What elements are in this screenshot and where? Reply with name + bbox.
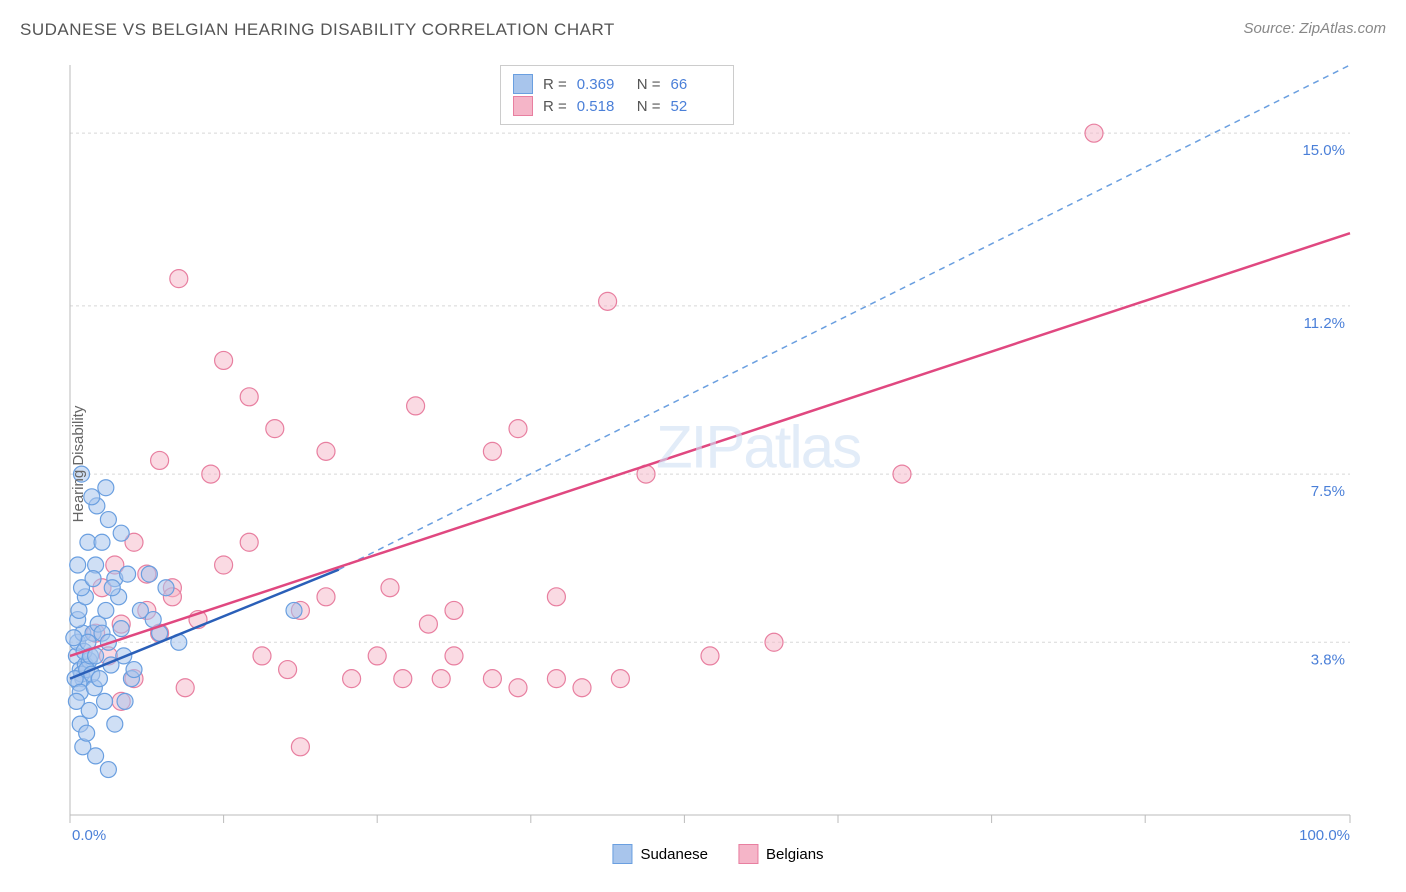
legend-swatch xyxy=(738,844,758,864)
legend-item: Sudanese xyxy=(612,844,708,864)
correlation-legend: R = 0.369 N = 66 R = 0.518 N = 52 xyxy=(500,65,734,125)
r-legend-row: R = 0.518 N = 52 xyxy=(513,96,721,116)
svg-text:11.2%: 11.2% xyxy=(1304,315,1345,332)
svg-text:0.0%: 0.0% xyxy=(72,827,106,844)
n-value: 52 xyxy=(671,98,721,115)
legend-swatch xyxy=(513,96,533,116)
r-legend-row: R = 0.369 N = 66 xyxy=(513,74,721,94)
legend-item: Belgians xyxy=(738,844,824,864)
r-value: 0.518 xyxy=(577,98,627,115)
r-value: 0.369 xyxy=(577,76,627,93)
legend-swatch xyxy=(612,844,632,864)
n-label: N = xyxy=(637,98,661,115)
r-label: R = xyxy=(543,98,567,115)
svg-text:100.0%: 100.0% xyxy=(1299,827,1350,844)
legend-swatch xyxy=(513,74,533,94)
svg-text:3.8%: 3.8% xyxy=(1311,651,1345,668)
legend-label: Sudanese xyxy=(640,846,708,863)
legend-label: Belgians xyxy=(766,846,824,863)
source-attribution: Source: ZipAtlas.com xyxy=(1243,20,1386,40)
chart-container: Hearing Disability 3.8% 7.5% 11.2% 15.0% 0.0… xyxy=(50,55,1386,872)
n-value: 66 xyxy=(671,76,721,93)
page-title: SUDANESE VS BELGIAN HEARING DISABILITY C… xyxy=(20,20,615,40)
n-label: N = xyxy=(637,76,661,93)
svg-text:15.0%: 15.0% xyxy=(1302,142,1345,159)
r-label: R = xyxy=(543,76,567,93)
series-legend: Sudanese Belgians xyxy=(612,844,823,864)
svg-text:7.5%: 7.5% xyxy=(1311,483,1345,500)
scatter-chart: 3.8% 7.5% 11.2% 15.0% 0.0% 100.0% xyxy=(50,55,1370,845)
y-axis-label: Hearing Disability xyxy=(70,405,87,522)
